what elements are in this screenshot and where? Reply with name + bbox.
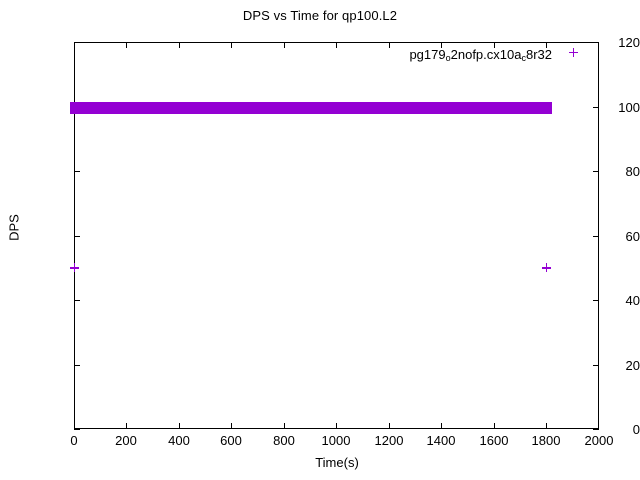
y-tick-label-80: 80: [625, 164, 640, 179]
plot-frame: [74, 42, 599, 429]
x-tick-mark-top-1400: [441, 42, 442, 48]
x-tick-mark-1600: [494, 423, 495, 429]
y-tick-label-60: 60: [625, 229, 640, 244]
y-axis-label: DPS: [6, 214, 22, 241]
y-tick-mark-right-120: [593, 42, 599, 43]
x-tick-mark-400: [179, 423, 180, 429]
x-tick-mark-0: [74, 423, 75, 429]
x-tick-label-1800: 1800: [531, 433, 561, 448]
y-tick-mark-120: [74, 42, 80, 43]
x-tick-mark-600: [231, 423, 232, 429]
x-axis-label: Time(s): [315, 455, 359, 470]
x-tick-label-0: 0: [70, 433, 78, 448]
chart-title: DPS vs Time for qp100.L2: [242, 8, 398, 23]
legend-entry-label: pg179o2nofp.cx10ac8r32: [409, 47, 552, 63]
legend-plus-marker-icon: [569, 48, 582, 61]
x-tick-mark-top-800: [284, 42, 285, 48]
y-tick-mark-right-100: [593, 107, 599, 108]
y-tick-label-0: 0: [632, 422, 640, 437]
legend-label-part-1: pg179: [409, 47, 446, 62]
y-tick-label-100: 100: [618, 100, 640, 115]
x-tick-label-2000: 2000: [584, 433, 614, 448]
x-tick-label-1000: 1000: [321, 433, 351, 448]
x-tick-mark-2000: [598, 423, 599, 429]
x-tick-mark-top-1000: [336, 42, 337, 48]
x-tick-mark-200: [126, 423, 127, 429]
y-tick-mark-0: [74, 429, 80, 430]
x-tick-mark-top-1600: [494, 42, 495, 48]
y-tick-mark-40: [74, 300, 80, 301]
y-tick-mark-60: [74, 236, 80, 237]
x-tick-mark-1400: [441, 423, 442, 429]
x-tick-label-1200: 1200: [374, 433, 404, 448]
x-tick-mark-top-1200: [389, 42, 390, 48]
x-tick-mark-1200: [389, 423, 390, 429]
y-tick-mark-right-20: [593, 365, 599, 366]
y-tick-label-40: 40: [625, 293, 640, 308]
y-tick-mark-100: [74, 107, 80, 108]
x-tick-mark-top-400: [179, 42, 180, 48]
y-tick-label-120: 120: [618, 35, 640, 50]
x-tick-label-600: 600: [220, 433, 242, 448]
y-tick-mark-20: [74, 365, 80, 366]
y-tick-mark-right-0: [593, 429, 599, 430]
x-tick-label-1400: 1400: [426, 433, 456, 448]
y-tick-mark-right-80: [593, 171, 599, 172]
legend: pg179o2nofp.cx10ac8r32: [300, 47, 590, 67]
y-tick-label-20: 20: [625, 358, 640, 373]
legend-label-sub-1: o: [445, 53, 451, 63]
x-tick-label-800: 800: [273, 433, 295, 448]
x-tick-mark-top-600: [231, 42, 232, 48]
y-tick-mark-right-60: [593, 236, 599, 237]
x-tick-label-400: 400: [168, 433, 190, 448]
x-tick-mark-1800: [546, 423, 547, 429]
legend-label-part-3: 8r32: [525, 47, 552, 62]
y-tick-mark-right-40: [593, 300, 599, 301]
x-tick-label-200: 200: [115, 433, 137, 448]
x-tick-mark-800: [284, 423, 285, 429]
legend-label-sub-2: c: [521, 53, 526, 63]
x-tick-mark-1000: [336, 423, 337, 429]
x-tick-mark-top-200: [126, 42, 127, 48]
legend-label-part-2: 2nofp.cx10a: [450, 47, 522, 62]
x-tick-label-1600: 1600: [479, 433, 509, 448]
x-tick-mark-top-1800: [546, 42, 547, 48]
y-tick-mark-80: [74, 171, 80, 172]
